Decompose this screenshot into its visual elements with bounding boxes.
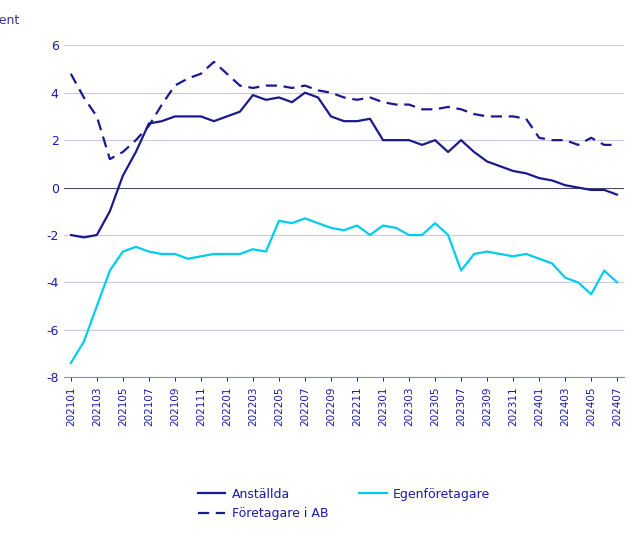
- Legend: Anställda, Företagare i AB, Egenföretagare: Anställda, Företagare i AB, Egenföretaga…: [198, 488, 490, 521]
- Y-axis label: Procent: Procent: [0, 15, 19, 27]
